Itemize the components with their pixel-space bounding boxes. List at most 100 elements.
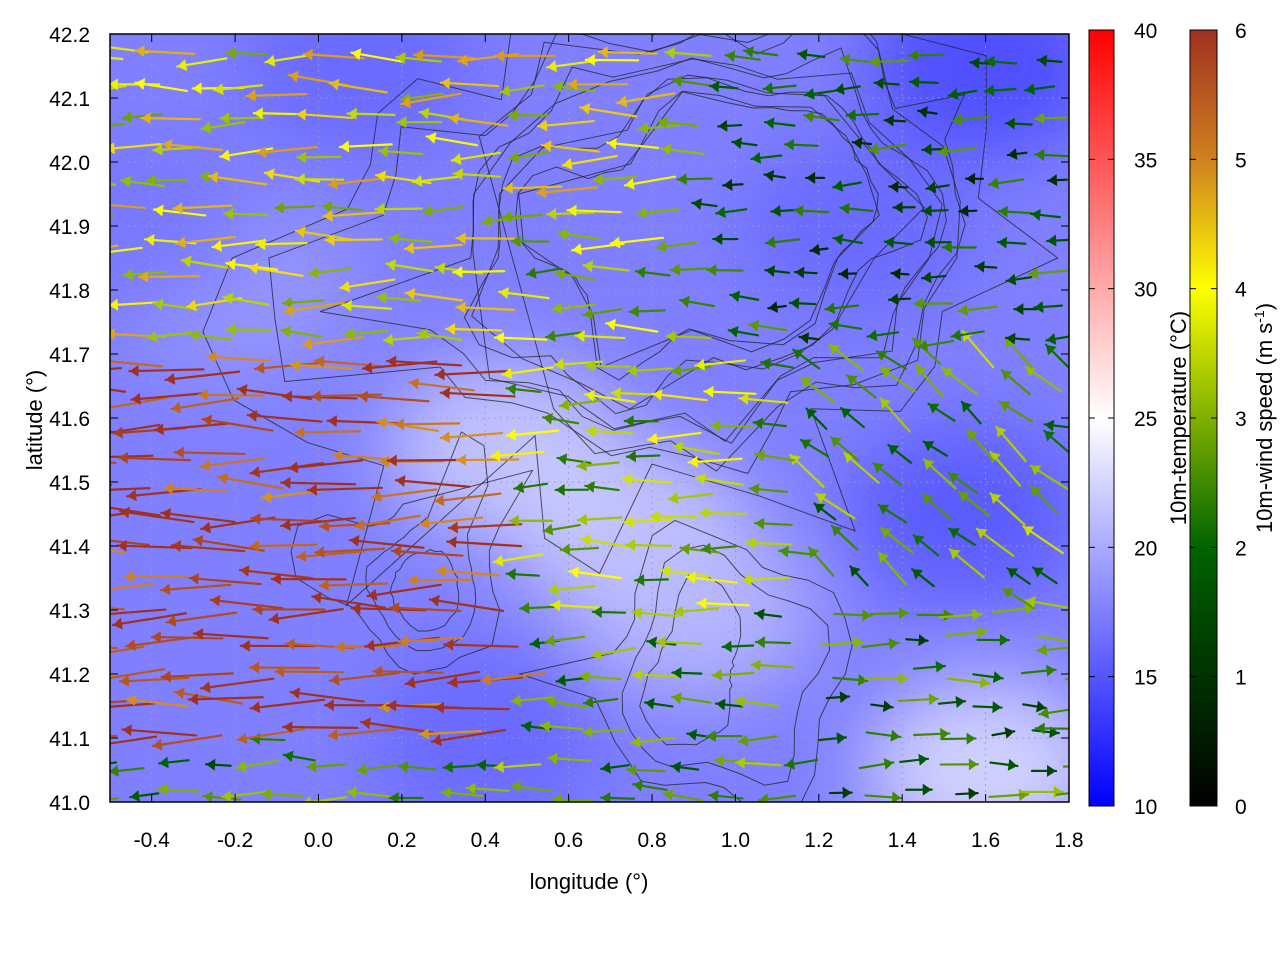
wind-arrow-head <box>1069 636 1079 648</box>
wind-arrow-head <box>100 402 110 414</box>
x-tick-label: 1.8 <box>1054 829 1083 852</box>
wind-arrow-head <box>46 451 56 463</box>
wind-arrow-head <box>78 452 87 464</box>
wind-arrow-shaft <box>457 460 518 461</box>
wind-arrow-shaft <box>283 727 357 728</box>
x-tick-label: 0.2 <box>387 829 416 852</box>
wind-arrow-shaft <box>46 456 115 463</box>
y-tick-label: 41.4 <box>49 536 90 559</box>
x-tick-labels: -0.4 -0.2 0.0 0.2 0.4 0.6 0.8 1.0 1.2 1.4 1.6 1.8 <box>134 829 1084 852</box>
wind-speed-colorbar-label: 10m-wind speed (m s-1) <box>1251 303 1277 533</box>
wind-arrow-head <box>97 673 107 685</box>
wind-arrow-head <box>59 246 69 258</box>
temperature-spot <box>11 136 251 316</box>
x-tick-label: 1.6 <box>971 829 1000 852</box>
x-tick-label: 0.4 <box>471 829 501 852</box>
colorbar-tick-label: 3 <box>1235 408 1247 431</box>
wind-arrow-shaft <box>71 213 112 215</box>
wind-arrow-shaft <box>75 331 106 332</box>
x-tick-label: 1.2 <box>804 829 833 852</box>
wind-arrow-shaft <box>388 460 462 461</box>
wind-arrow-head <box>75 326 84 338</box>
y-tick-label: 41.6 <box>49 408 90 431</box>
wind-arrow-shaft <box>66 276 108 279</box>
wind-speed-label-end: ) <box>1252 303 1277 310</box>
colorbar-tick-label: 25 <box>1134 408 1157 431</box>
wind-arrow-head <box>96 355 106 367</box>
wind-arrow <box>71 174 115 186</box>
x-tick-label: -0.2 <box>217 829 253 852</box>
x-axis-label: longitude (°) <box>530 869 649 894</box>
wind-arrow-head <box>85 121 94 133</box>
wind-arrow-head <box>92 609 101 621</box>
wind-arrow-head <box>52 376 62 388</box>
y-tick-label: 41.2 <box>49 664 90 687</box>
y-tick-label: 41.7 <box>49 344 90 367</box>
wind-arrow-head <box>85 198 94 210</box>
x-tick-label: 0.8 <box>637 829 666 852</box>
y-tick-label: 41.5 <box>49 472 90 495</box>
wind-arrow-shaft <box>275 671 343 672</box>
wind-arrow-head <box>48 639 57 651</box>
colorbar-tick-label: 40 <box>1134 20 1157 43</box>
wind-arrow-head <box>53 516 63 528</box>
colorbar-tick-label: 4 <box>1235 279 1247 302</box>
wind-arrow-head <box>73 49 82 61</box>
wind-arrow-head <box>71 174 81 186</box>
wind-arrow-head <box>38 480 47 492</box>
wind-arrow-shaft <box>295 431 360 432</box>
wind-arrow-shaft <box>250 545 316 546</box>
y-tick-label: 41.3 <box>49 600 90 623</box>
colorbar-tick-label: 1 <box>1235 667 1247 690</box>
y-tick-label: 41.0 <box>49 792 90 815</box>
wind-speed-label-sup: -1 <box>1251 310 1267 323</box>
x-tick-label: -0.4 <box>134 829 171 852</box>
y-tick-labels: 41.0 41.1 41.2 41.3 41.4 41.5 41.6 41.7 41.8 41.9… <box>49 24 90 815</box>
colorbar-tick-label: 20 <box>1134 537 1157 560</box>
x-tick-label: 1.0 <box>721 829 750 852</box>
wind-arrow-head <box>90 759 100 771</box>
wind-arrow <box>48 639 117 651</box>
wind-arrow-shaft <box>71 178 115 184</box>
y-axis-label: latitude (°) <box>22 370 47 471</box>
wind-arrow-shaft <box>395 423 459 424</box>
colorbar-tick-label: 0 <box>1235 796 1247 819</box>
plot-area <box>11 0 1106 860</box>
y-tick-label: 41.1 <box>49 728 90 751</box>
wind-arrow-head <box>76 651 86 663</box>
y-tick-label: 42.1 <box>49 88 90 111</box>
y-tick-label: 41.8 <box>49 280 90 303</box>
wind-arrow <box>75 326 106 338</box>
colorbar-tick-label: 5 <box>1235 149 1247 172</box>
wind-arrow-head <box>92 584 102 596</box>
x-tick-label: 1.4 <box>888 829 918 852</box>
wind-arrow <box>67 571 102 583</box>
wind-arrow-head <box>99 41 109 53</box>
colorbar-tick-label: 15 <box>1134 667 1157 690</box>
wind-arrow-head <box>69 140 78 152</box>
wind-arrow-shaft <box>199 395 263 396</box>
wind-arrow <box>69 140 111 152</box>
y-tick-label: 41.9 <box>49 216 90 239</box>
wind-arrow-head <box>81 702 90 714</box>
x-tick-label: 0.0 <box>304 829 333 852</box>
wind-arrow-shaft <box>175 452 245 454</box>
wind-arrow-shaft <box>69 146 111 147</box>
y-tick-label: 42.0 <box>49 152 90 175</box>
wind-arrow-head <box>87 499 97 511</box>
temperature-colorbar-label: 10m-temperature (°C) <box>1166 311 1191 525</box>
wind-arrow-head <box>91 247 101 259</box>
colorbar-tick-label: 35 <box>1134 149 1157 172</box>
wind-arrow-head <box>55 699 64 711</box>
colorbar-tick-label: 10 <box>1134 796 1157 819</box>
colorbar-tick-label: 2 <box>1235 537 1247 560</box>
wind-arrow-shaft <box>125 576 188 577</box>
y-tick-label: 42.2 <box>49 24 90 47</box>
wind-speed-label-main: 10m-wind speed (m s <box>1252 323 1277 533</box>
wind-arrow-shaft <box>250 667 319 668</box>
x-tick-label: 0.6 <box>554 829 583 852</box>
